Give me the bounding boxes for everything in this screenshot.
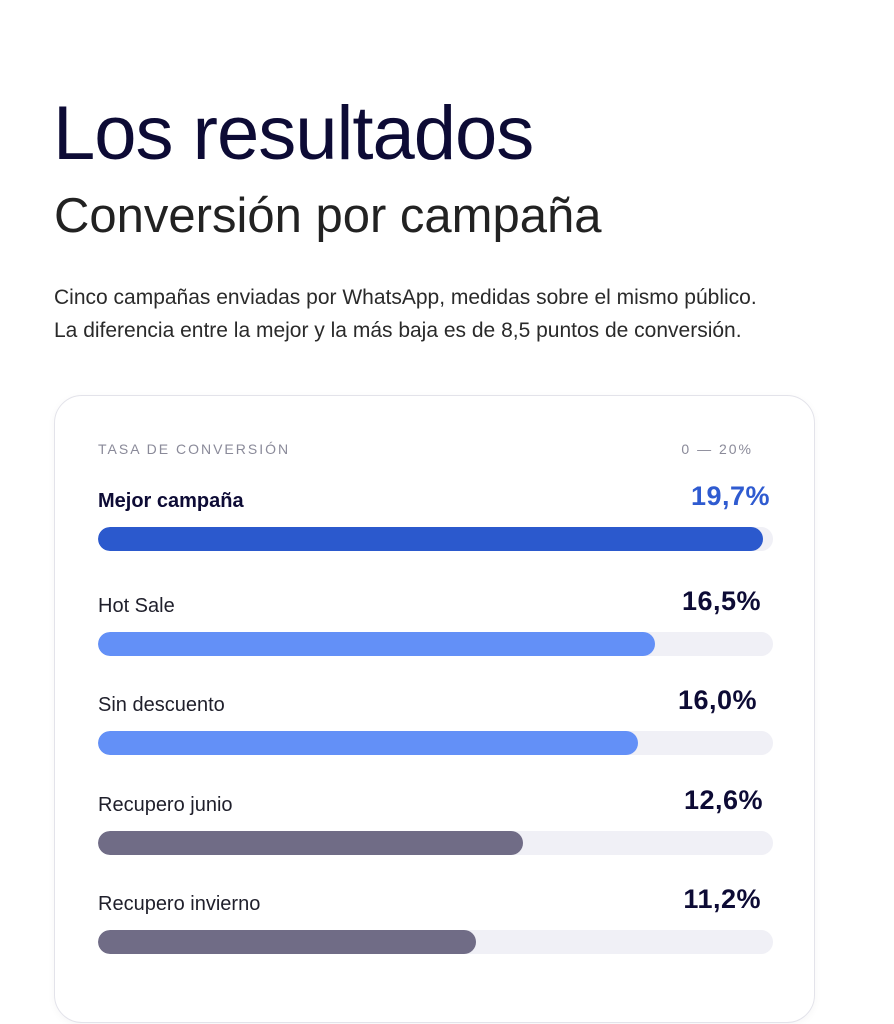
bar-row: Sin descuento 16,0%: [98, 685, 773, 761]
axis-title: TASA DE CONVERSIÓN: [98, 441, 291, 457]
bar-row: Recupero invierno 11,2%: [98, 884, 773, 960]
description-line-1: Cinco campañas enviadas por WhatsApp, me…: [54, 286, 757, 309]
bar-row: Recupero junio 12,6%: [98, 785, 773, 861]
bar: [98, 527, 763, 551]
page-subtitle: Conversión por campaña: [54, 189, 602, 243]
bar-row: Hot Sale 16,5%: [98, 586, 773, 662]
description-line-2: La diferencia entre la mejor y la más ba…: [54, 319, 742, 342]
bar: [98, 632, 655, 656]
bar-value-label: 16,0%: [677, 685, 757, 715]
bar-label: Mejor campaña: [98, 490, 244, 512]
bar-value-label: 16,5%: [681, 586, 761, 616]
bar-label: Recupero invierno: [98, 893, 261, 915]
bar-track: [98, 831, 773, 855]
bar-value-label: 19,7%: [690, 481, 770, 511]
page-title: Los resultados: [53, 91, 534, 176]
bar-label: Hot Sale: [98, 595, 175, 617]
conversion-chart-card: TASA DE CONVERSIÓN 0 — 20% Mejor campaña…: [54, 395, 815, 1023]
bar-track: [98, 731, 773, 755]
bar: [98, 731, 638, 755]
description: Cinco campañas enviadas por WhatsApp, me…: [54, 281, 757, 347]
bar-value-label: 12,6%: [683, 785, 763, 815]
bar-track: [98, 527, 773, 551]
bar-value-label: 11,2%: [683, 884, 761, 914]
bar: [98, 930, 476, 954]
axis-range: 0 — 20%: [681, 441, 753, 457]
bar-row: Mejor campaña 19,7%: [98, 481, 773, 557]
bar: [98, 831, 523, 855]
bar-track: [98, 632, 773, 656]
bar-track: [98, 930, 773, 954]
bar-label: Sin descuento: [98, 694, 225, 716]
bar-label: Recupero junio: [98, 794, 233, 816]
